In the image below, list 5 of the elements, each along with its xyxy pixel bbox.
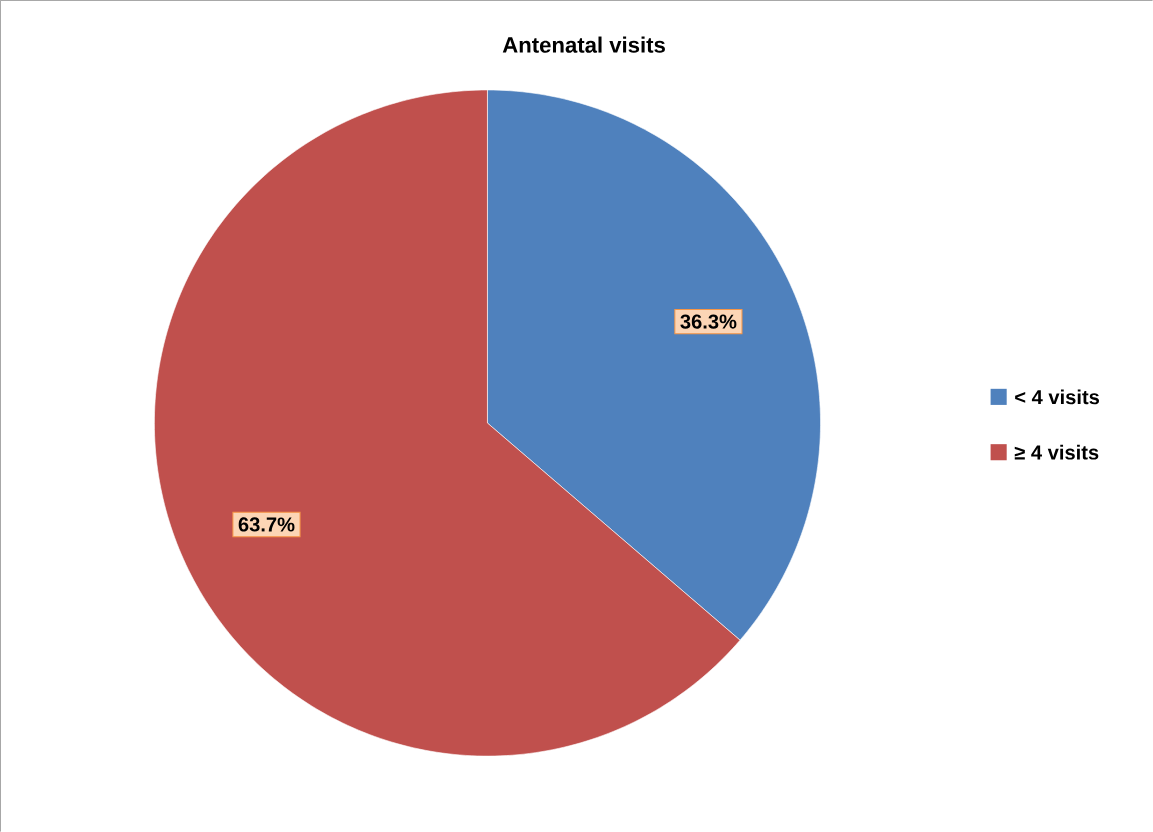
chart-title: Antenatal visits <box>502 36 665 53</box>
data-label: 36.3% <box>680 314 737 329</box>
legend-label: ≥ 4 visits <box>1014 444 1099 460</box>
data-label: 63.7% <box>238 517 295 532</box>
legend-label: < 4 visits <box>1015 389 1100 405</box>
